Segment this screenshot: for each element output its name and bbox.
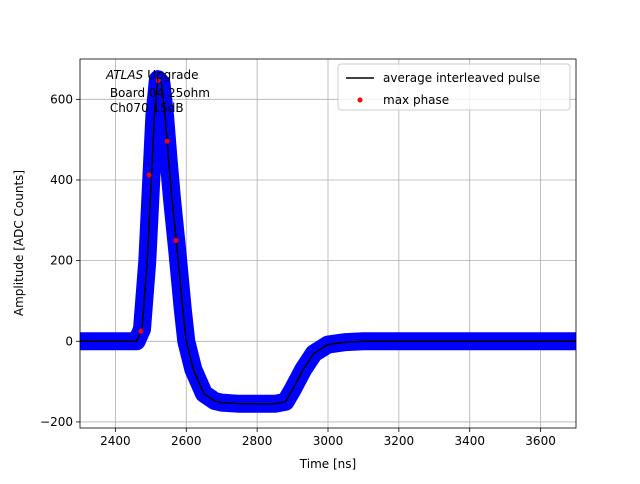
x-axis-label: Time [ns] xyxy=(299,457,356,471)
x-tick-label: 3400 xyxy=(454,434,485,448)
max-phase-point xyxy=(138,328,144,334)
x-tick-label: 2800 xyxy=(242,434,273,448)
annotation-line: Upgrade xyxy=(147,68,198,82)
x-tick-label: 3200 xyxy=(384,434,415,448)
y-tick-label: 200 xyxy=(50,254,73,268)
legend-marker xyxy=(357,97,363,103)
max-phase-point xyxy=(173,237,179,243)
axes-frame xyxy=(79,58,577,429)
y-tick-label: 600 xyxy=(50,92,73,106)
legend-label: average interleaved pulse xyxy=(383,71,540,85)
annotation-italic: ATLAS xyxy=(105,68,144,82)
x-tick-label: 2400 xyxy=(100,434,131,448)
legend-box xyxy=(337,63,571,111)
max-phase-point xyxy=(146,172,152,178)
x-tick-label: 3600 xyxy=(525,434,556,448)
max-phase-point xyxy=(155,77,161,83)
y-axis-label: Amplitude [ADC Counts] xyxy=(12,170,26,316)
y-tick-label: −200 xyxy=(40,415,73,429)
x-tick-label: 3000 xyxy=(313,434,344,448)
y-tick-label: 0 xyxy=(65,334,73,348)
annotation-line: Board 04 25ohm xyxy=(106,86,210,100)
pulse-line xyxy=(80,77,576,405)
max-phase-point xyxy=(164,138,170,144)
legend-label: max phase xyxy=(383,93,449,107)
annotation: ATLAS Upgrade xyxy=(105,68,199,82)
annotation-line: Ch070 15dB xyxy=(106,101,184,115)
x-tick-label: 2600 xyxy=(171,434,202,448)
y-tick-label: 400 xyxy=(50,173,73,187)
